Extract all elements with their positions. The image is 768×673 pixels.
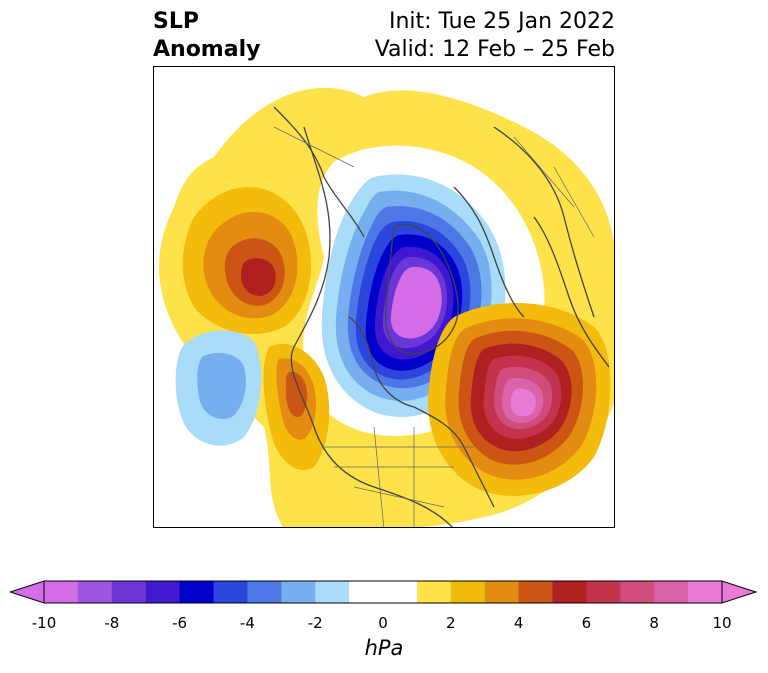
- colorbar-bin: [416, 581, 452, 603]
- colorbar-bin: [552, 581, 587, 603]
- colorbar-tick-label: 2: [446, 614, 456, 632]
- colorbar-bin: [44, 581, 79, 603]
- colorbar-bins: [44, 581, 723, 603]
- variable-label: SLP: [153, 9, 199, 34]
- colorbar-bin: [688, 581, 723, 603]
- colorbar-extend-high: [721, 580, 758, 604]
- colorbar-bin: [383, 581, 418, 603]
- anomaly-map: [153, 66, 615, 528]
- colorbar-tick-label: 8: [649, 614, 659, 632]
- colorbar: [10, 580, 758, 604]
- colorbar-tick-label: 10: [712, 614, 732, 632]
- colorbar-bin: [179, 581, 214, 603]
- colorbar-tick-label: -10: [31, 614, 57, 632]
- arctic-negative-9: [390, 266, 442, 339]
- colorbar-outline: [43, 580, 723, 604]
- atlantic-positive-10: [510, 388, 536, 417]
- colorbar-bin: [484, 581, 520, 603]
- anomaly-map-svg: [159, 87, 614, 527]
- colorbar-tick-label: 6: [581, 614, 592, 632]
- colorbar-tick-label: 0: [378, 614, 388, 632]
- valid-range: Valid: 12 Feb – 25 Feb: [374, 37, 615, 62]
- colorbar-tick-label: 4: [513, 614, 524, 632]
- colorbar-bin: [620, 581, 655, 603]
- anomaly-label: Anomaly: [153, 37, 261, 62]
- west-positive-5: [285, 371, 308, 417]
- colorbar-bin: [586, 581, 621, 603]
- colorbar-ticks: -10 -8 -6 -4 -2 0 2 4 6 8 10: [0, 614, 768, 634]
- colorbar-bin: [77, 581, 113, 603]
- init-date: Init: Tue 25 Jan 2022: [388, 9, 615, 34]
- colorbar-bin: [315, 581, 350, 603]
- colorbar-bin: [281, 581, 316, 603]
- colorbar-tick-label: -2: [307, 614, 323, 632]
- colorbar-tick-label: -8: [104, 614, 120, 632]
- colorbar-tick-label: -6: [172, 614, 188, 632]
- map-title: SLP Anomaly: [153, 8, 260, 64]
- colorbar-extend-low: [10, 580, 45, 604]
- pacific-positive-6: [241, 258, 276, 296]
- colorbar-bin: [213, 581, 248, 603]
- colorbar-bin: [247, 581, 282, 603]
- colorbar-bin: [111, 581, 147, 603]
- date-info: Init: Tue 25 Jan 2022 Valid: 12 Feb – 25…: [375, 8, 615, 64]
- coastlines: [273, 106, 610, 527]
- colorbar-bin: [654, 581, 689, 603]
- borders: [273, 126, 595, 527]
- colorbar-unit: hPa: [364, 636, 404, 660]
- pacific-negative-2: [197, 352, 246, 420]
- colorbar-bin: [518, 581, 553, 603]
- colorbar-bin: [145, 581, 181, 603]
- colorbar-tick-label: -4: [239, 614, 255, 632]
- colorbar-bin: [450, 581, 486, 603]
- colorbar-bin: [349, 581, 384, 603]
